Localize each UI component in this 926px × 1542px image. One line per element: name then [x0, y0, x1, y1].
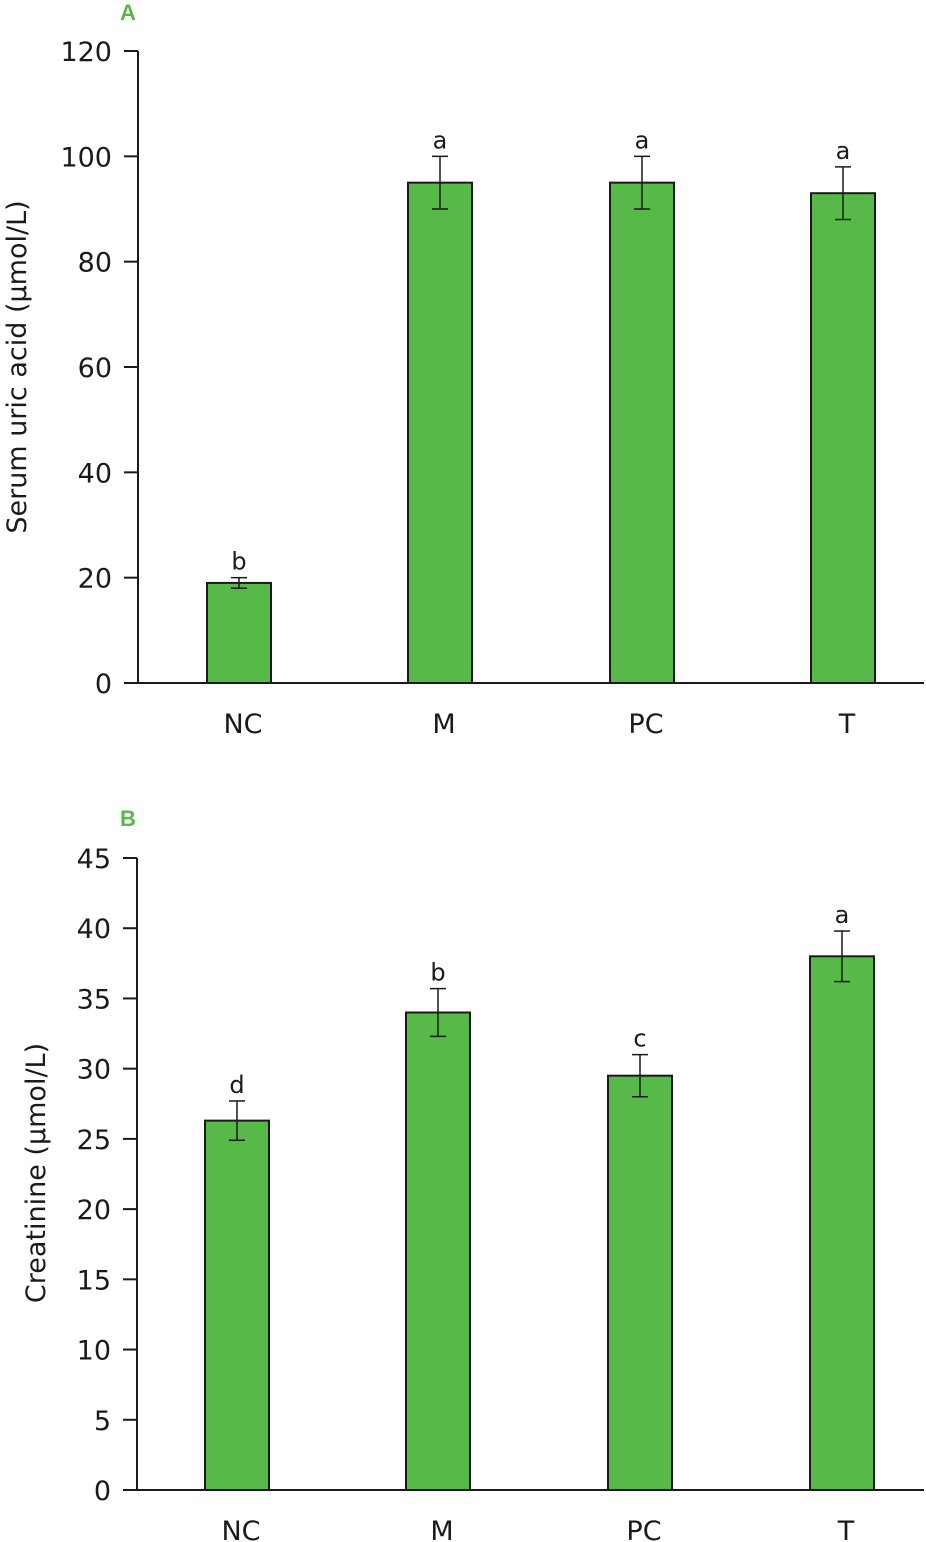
y-tick-label: 25	[77, 1125, 111, 1156]
y-tick-label: 5	[94, 1406, 111, 1437]
x-tick-label: NC	[223, 709, 262, 740]
y-tick-label: 40	[78, 458, 112, 489]
x-tick-label: T	[837, 1516, 855, 1542]
x-tick-label: PC	[628, 709, 663, 740]
y-tick-label: 60	[78, 353, 112, 384]
y-tick-label: 80	[78, 248, 112, 279]
y-tick-label: 0	[94, 1476, 111, 1507]
panel-b: B Creatinine (µmol/L) 0 5 10 15 20 25 30 35 40 45…	[21, 806, 924, 1542]
y-tick-label: 40	[77, 914, 111, 945]
bar-nc	[204, 1119, 270, 1491]
y-tick-label: 0	[95, 669, 112, 700]
significance-label: a	[836, 137, 851, 165]
y-tick-label: 35	[77, 984, 111, 1015]
y-tick-label: 45	[77, 844, 111, 875]
y-tick-label: 120	[60, 37, 112, 68]
bar-m	[405, 1011, 471, 1491]
y-tick-label: 10	[77, 1336, 111, 1367]
bar-nc	[206, 581, 272, 685]
panel-a-y-axis-label: Serum uric acid (µmol/L)	[2, 200, 33, 533]
x-tick-label: M	[430, 1516, 453, 1542]
bar-pc	[609, 181, 675, 685]
bar-pc	[607, 1074, 673, 1491]
bar-t	[809, 955, 875, 1491]
panel-a: A Serum uric acid (µmol/L) 0 20 40 60 80 100 1…	[2, 0, 924, 740]
significance-label: b	[231, 548, 246, 576]
y-tick-label: 20	[78, 564, 112, 595]
bar-m	[407, 181, 473, 685]
x-tick-label: PC	[626, 1516, 661, 1542]
y-tick-label: 20	[77, 1195, 111, 1226]
significance-label: b	[430, 959, 445, 987]
significance-label: a	[835, 901, 850, 929]
panel-b-label: B	[120, 806, 136, 831]
bar-t	[810, 192, 876, 684]
x-tick-label: T	[838, 709, 856, 740]
panel-b-y-axis-label: Creatinine (µmol/L)	[21, 1043, 52, 1303]
y-tick-label: 30	[77, 1055, 111, 1086]
x-tick-label: NC	[221, 1516, 260, 1542]
significance-label: c	[633, 1025, 646, 1053]
panel-a-label: A	[120, 0, 136, 25]
y-tick-label: 15	[77, 1265, 111, 1296]
significance-label: a	[433, 126, 448, 154]
significance-label: a	[635, 126, 650, 154]
y-tick-label: 100	[60, 142, 112, 173]
x-tick-label: M	[432, 709, 455, 740]
significance-label: d	[229, 1071, 244, 1099]
